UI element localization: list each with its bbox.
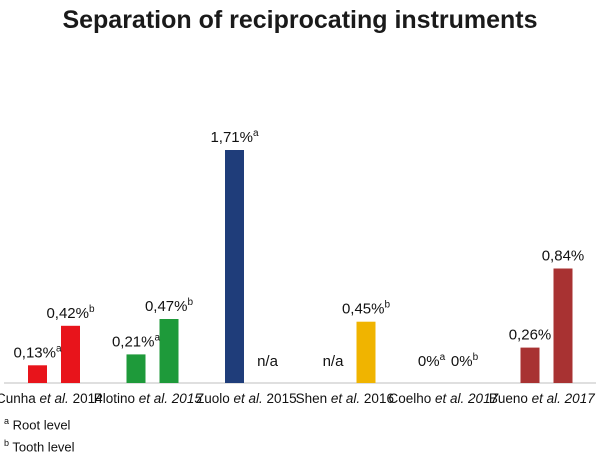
bar-3-1 <box>356 321 376 383</box>
data-label-2-0: 1,71%a <box>210 128 259 146</box>
data-label-3-1: 0,45%b <box>342 300 391 318</box>
bars-layer <box>28 150 573 383</box>
data-label-1-0: 0,21%a <box>112 332 161 350</box>
category-label-5: Bueno et al. 2017 <box>489 391 595 406</box>
category-label-4: Coelho et al. 2017 <box>388 391 498 406</box>
category-label-2: Zuolo et al. 2015 <box>196 391 297 406</box>
bar-1-0 <box>126 354 146 383</box>
data-label-3-0: n/a <box>323 353 345 370</box>
category-label-3: Shen et al. 2016 <box>296 391 394 406</box>
data-label-0-1: 0,42%b <box>46 304 95 322</box>
footnotes: a Root level b Tooth level <box>4 412 75 457</box>
data-label-2-1: n/a <box>257 353 279 370</box>
data-label-4-0: 0%a <box>418 352 446 370</box>
labels-layer: 0,13%a 0,42%b 0,21%a 0,47%b 1,71%a n/a n/a 0,45… <box>13 128 584 370</box>
bar-5-0 <box>520 347 540 383</box>
bar-0-0 <box>28 365 47 383</box>
bar-2-0 <box>225 150 244 383</box>
data-label-4-1: 0%b <box>451 352 479 370</box>
data-label-5-0: 0,26% <box>509 327 552 344</box>
category-label-1: Plotino et al. 2015 <box>94 391 203 406</box>
data-label-1-1: 0,47%b <box>145 297 194 315</box>
bar-5-1 <box>553 268 573 383</box>
data-label-0-0: 0,13%a <box>13 343 62 361</box>
footnote-0: a Root level <box>4 416 71 433</box>
data-label-5-1: 0,84% <box>542 248 585 265</box>
bar-1-1 <box>159 319 179 383</box>
bar-chart: 0,13%a 0,42%b 0,21%a 0,47%b 1,71%a n/a n/a 0,45… <box>0 128 596 406</box>
bar-0-1 <box>61 325 80 383</box>
footnote-1: b Tooth level <box>4 438 75 455</box>
category-label-0: Cunha et al. 2014 <box>0 391 103 406</box>
chart-title: Separation of reciprocating instruments <box>62 6 538 34</box>
